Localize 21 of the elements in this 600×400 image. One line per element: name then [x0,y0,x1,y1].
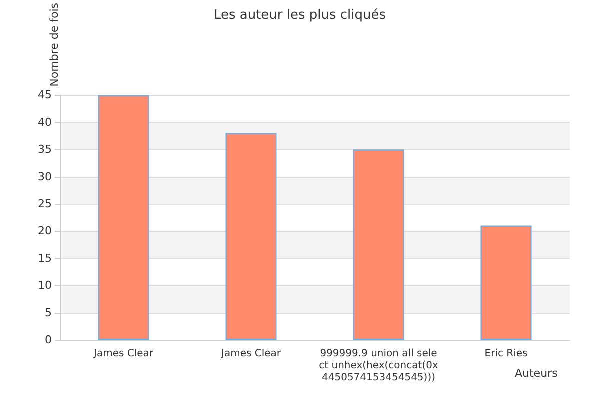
x-axis-title: Auteurs [515,367,558,380]
x-tick-label: James Clear [92,348,154,360]
chart-title: Les auteur les plus cliqués [214,8,386,23]
bar [353,150,404,340]
y-tick-label: 35 [38,143,52,156]
y-tick-label: 30 [38,170,52,184]
y-tick-label: 45 [38,88,52,102]
x-tick-label: James Clear [220,348,282,360]
x-tick-label: Eric Ries [484,348,528,360]
y-tick-label: 15 [38,252,52,265]
x-tick-label: 999999.9 union all select unhex(hex(concat(0x4450574153454545))) [319,348,438,384]
y-tick-label: 10 [38,279,52,292]
y-tick-label: 0 [45,334,52,346]
y-tick-label: 25 [38,198,52,211]
y-axis-title: Nombre de fois [48,2,61,87]
y-tick-label: 40 [38,116,52,129]
bar [480,226,532,340]
y-tick-label: 20 [38,224,52,238]
y-tick-label: 5 [45,306,52,320]
bar [98,95,150,340]
bar [226,133,277,340]
